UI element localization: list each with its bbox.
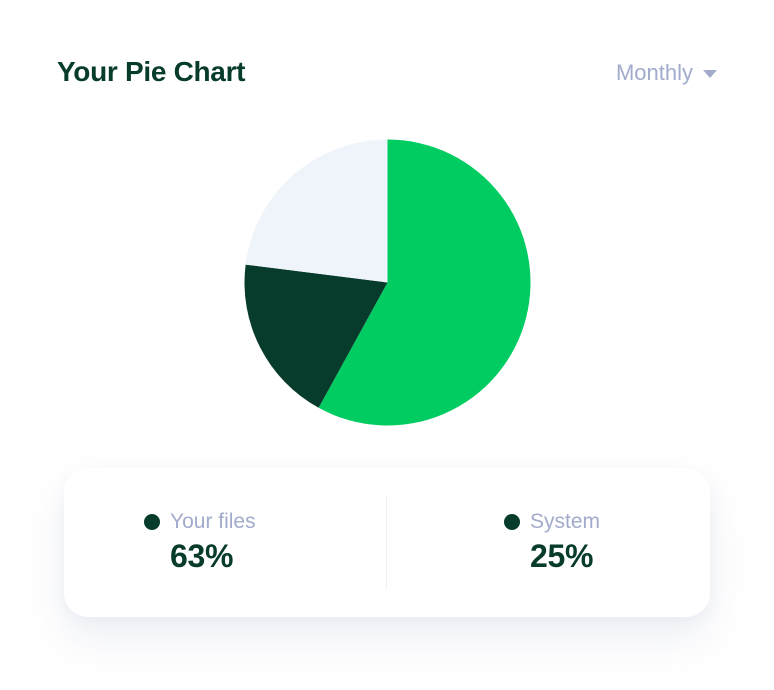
legend-item-your-files: Your files 63% — [144, 510, 256, 575]
chevron-down-icon — [703, 70, 717, 78]
legend-item-system: System 25% — [504, 510, 600, 575]
legend-label: Your files — [170, 510, 256, 533]
period-dropdown[interactable]: Monthly — [616, 60, 717, 86]
legend-divider — [386, 496, 387, 590]
legend-dot — [144, 514, 160, 530]
period-dropdown-value: Monthly — [615, 60, 693, 85]
legend-value: 63% — [170, 538, 234, 574]
pie-chart-svg — [244, 139, 531, 426]
pie-slice-other — [245, 139, 388, 283]
legend-label-row: System — [504, 510, 600, 534]
pie-chart — [230, 125, 545, 440]
pie-slice-system — [244, 264, 388, 408]
pie-slice-your-files — [318, 139, 531, 426]
page-title: Your Pie Chart — [57, 56, 246, 87]
legend-value: 25% — [530, 538, 594, 574]
legend-label-row: Your files — [144, 510, 256, 534]
legend-card: Your files 63% System 25% — [64, 468, 710, 617]
legend-dot — [504, 514, 520, 530]
legend-label: System — [530, 510, 601, 533]
